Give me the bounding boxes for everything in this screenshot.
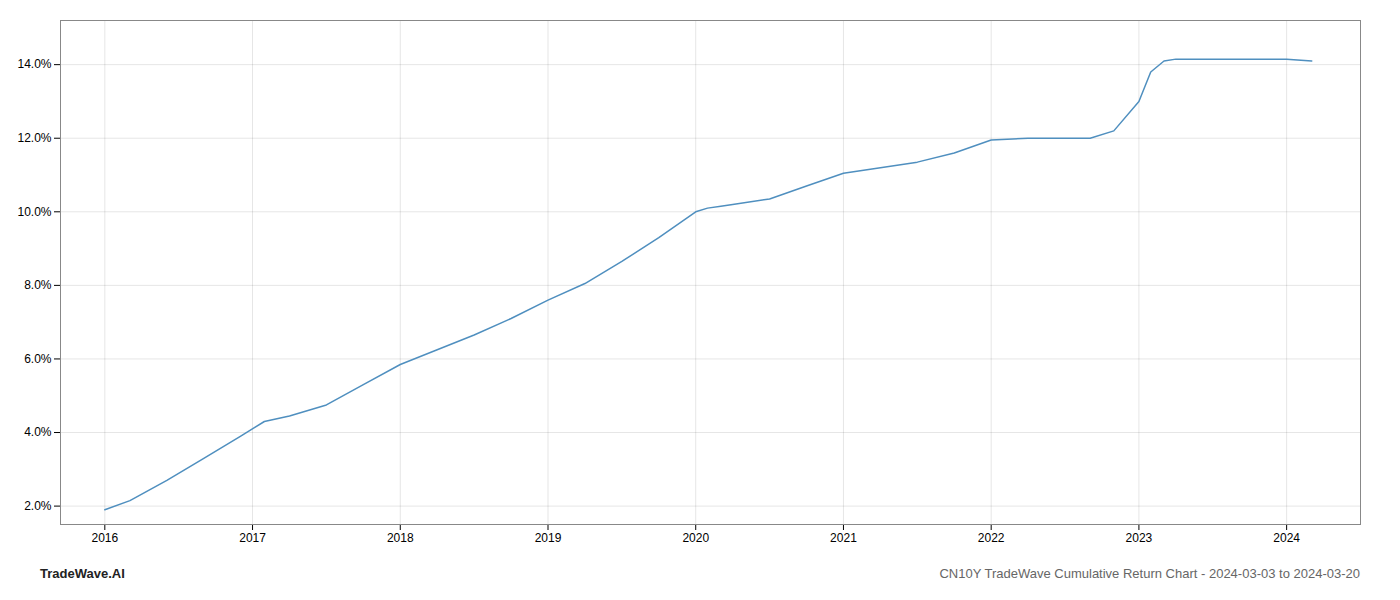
svg-text:2019: 2019 — [535, 531, 562, 545]
svg-text:6.0%: 6.0% — [24, 352, 52, 366]
svg-text:2020: 2020 — [682, 531, 709, 545]
svg-text:12.0%: 12.0% — [17, 131, 51, 145]
svg-text:2018: 2018 — [387, 531, 414, 545]
svg-text:2022: 2022 — [978, 531, 1005, 545]
svg-text:2016: 2016 — [91, 531, 118, 545]
svg-text:2017: 2017 — [239, 531, 266, 545]
svg-text:14.0%: 14.0% — [17, 57, 51, 71]
html-text:TradeWave.AI: TradeWave.AI — [40, 566, 125, 581]
svg-text:10.0%: 10.0% — [17, 205, 51, 219]
html-text:CN10Y TradeWave Cumulative Ret: CN10Y TradeWave Cumulative Return Chart … — [939, 566, 1360, 581]
svg-text:8.0%: 8.0% — [24, 278, 52, 292]
svg-text:2023: 2023 — [1126, 531, 1153, 545]
svg-text:2024: 2024 — [1273, 531, 1300, 545]
svg-text:2.0%: 2.0% — [24, 499, 52, 513]
svg-text:4.0%: 4.0% — [24, 425, 52, 439]
svg-text:2021: 2021 — [830, 531, 857, 545]
